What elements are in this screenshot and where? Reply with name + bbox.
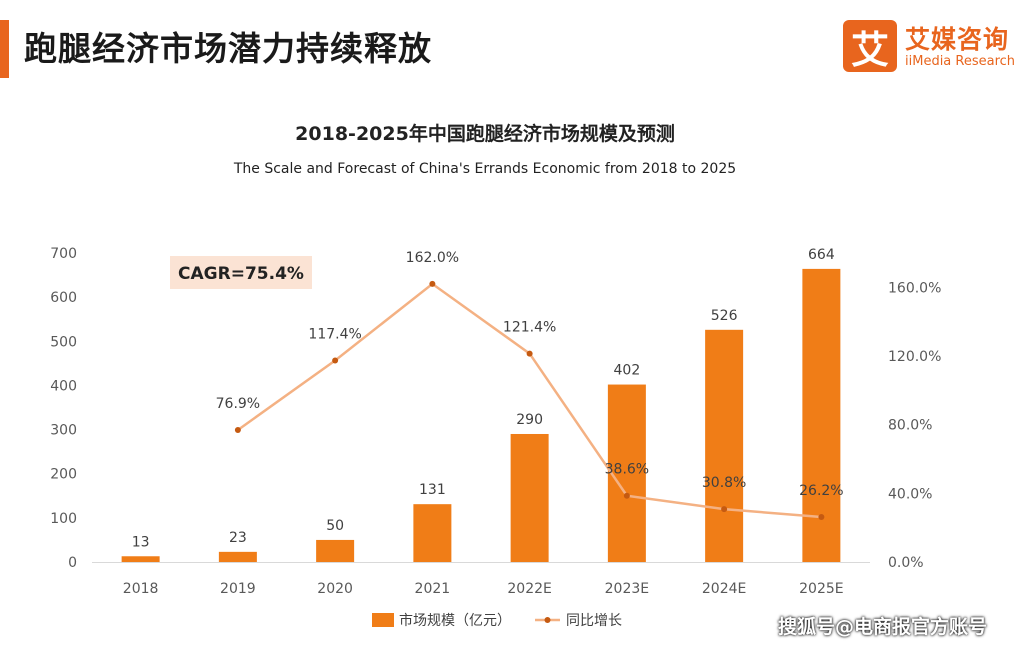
y-left-tick-label: 200: [50, 467, 77, 483]
x-tick-label: 2023E: [605, 581, 649, 597]
cagr-annotation: CAGR=75.4%: [178, 264, 304, 284]
bar: [705, 329, 744, 562]
y-right-tick-label: 0.0%: [888, 555, 924, 571]
x-tick-label: 2024E: [702, 581, 746, 597]
line-data-label: 30.8%: [702, 475, 746, 491]
bar-data-label: 50: [326, 518, 344, 534]
line-point: [526, 350, 533, 357]
bar-data-label: 131: [419, 482, 446, 498]
plot-area: 0 100 200 300 400 500 600 700 0.0% 40.0% 80.0% 120.…: [50, 246, 941, 629]
iimedia-logo: 艾 艾媒咨询 iiMedia Research: [843, 18, 1023, 74]
x-tick-label: 2019: [220, 581, 256, 597]
watermark: 搜狐号@电商报官方账号: [778, 616, 988, 638]
x-tick-label: 2018: [123, 581, 159, 597]
legend-line-marker: [544, 617, 551, 623]
y-left-tick-label: 300: [50, 423, 77, 439]
y-right-tick-label: 120.0%: [888, 349, 941, 365]
bar: [316, 539, 355, 562]
line-data-label: 38.6%: [605, 462, 649, 478]
bar-data-label: 23: [229, 530, 247, 546]
chart-subtitle: The Scale and Forecast of China's Errand…: [233, 161, 736, 177]
legend-bar-swatch: [372, 613, 394, 627]
y-left-tick-label: 700: [50, 246, 77, 262]
line-point: [332, 357, 339, 364]
line-data-label: 162.0%: [406, 250, 459, 266]
line-point: [234, 426, 241, 433]
line-point: [818, 514, 825, 521]
logo-mark-icon: 艾: [843, 20, 897, 72]
bar: [607, 384, 646, 562]
y-left-tick-label: 400: [50, 378, 77, 394]
x-tick-label: 2020: [317, 581, 353, 597]
legend-line-label: 同比增长: [566, 613, 622, 629]
title-accent-bar: [0, 20, 9, 78]
bar: [510, 433, 549, 562]
line-data-label: 76.9%: [216, 396, 260, 412]
x-tick-label: 2021: [415, 581, 451, 597]
line-point: [623, 492, 630, 499]
chart-title: 2018-2025年中国跑腿经济市场规模及预测: [295, 122, 675, 145]
y-left-tick-label: 0: [68, 555, 77, 571]
page-title: 跑腿经济市场潜力持续释放: [24, 29, 432, 68]
line-data-label: 26.2%: [799, 483, 843, 499]
bar-data-label: 664: [808, 247, 835, 263]
bar-data-label: 13: [132, 534, 150, 550]
line-point: [429, 280, 436, 287]
y-left-tick-label: 600: [50, 290, 77, 306]
bar-data-label: 402: [614, 363, 641, 379]
bar-data-label: 526: [711, 308, 738, 324]
bar: [413, 504, 452, 562]
line-point: [721, 506, 728, 513]
cagr-annotation-box: [170, 256, 312, 289]
logo-name: 艾媒咨询: [905, 25, 1010, 54]
x-tick-label: 2025E: [799, 581, 843, 597]
bar: [802, 268, 841, 562]
bar-data-label: 290: [516, 412, 543, 428]
bar: [218, 551, 257, 562]
y-right-tick-label: 40.0%: [888, 486, 932, 502]
logo-subtitle: iiMedia Research: [905, 54, 1016, 69]
y-right-tick-label: 80.0%: [888, 418, 932, 434]
line-data-label: 117.4%: [308, 326, 361, 342]
legend-bar-label: 市场规模（亿元）: [399, 612, 511, 629]
bar: [121, 556, 160, 562]
line-data-label: 121.4%: [503, 320, 556, 336]
y-left-tick-label: 500: [50, 334, 77, 350]
y-left-tick-label: 100: [50, 511, 77, 527]
y-right-tick-label: 160.0%: [888, 280, 941, 296]
x-tick-label: 2022E: [507, 581, 551, 597]
